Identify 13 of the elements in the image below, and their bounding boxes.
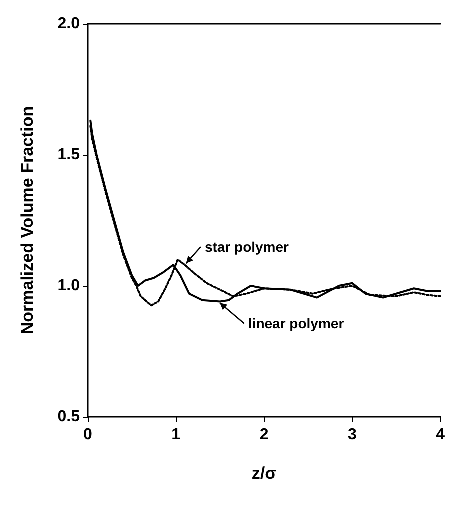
annotation: star polymer bbox=[204, 239, 290, 256]
y-tick-label: 0.5 bbox=[58, 408, 80, 426]
y-tick-label: 1.5 bbox=[58, 146, 80, 164]
x-tick-label: 4 bbox=[436, 426, 446, 444]
x-tick-label: 0 bbox=[84, 426, 93, 444]
x-tick-label: 1 bbox=[172, 426, 181, 444]
x-axis-title: z/σ bbox=[252, 464, 278, 483]
annotation: linear polymer bbox=[248, 316, 345, 332]
x-tick-label: 2 bbox=[260, 426, 269, 444]
x-tick-label: 3 bbox=[348, 426, 357, 444]
y-tick-label: 2.0 bbox=[58, 16, 80, 32]
y-tick-label: 1.0 bbox=[58, 278, 80, 294]
y-axis-title: Normalized Volume Fraction bbox=[18, 106, 37, 335]
